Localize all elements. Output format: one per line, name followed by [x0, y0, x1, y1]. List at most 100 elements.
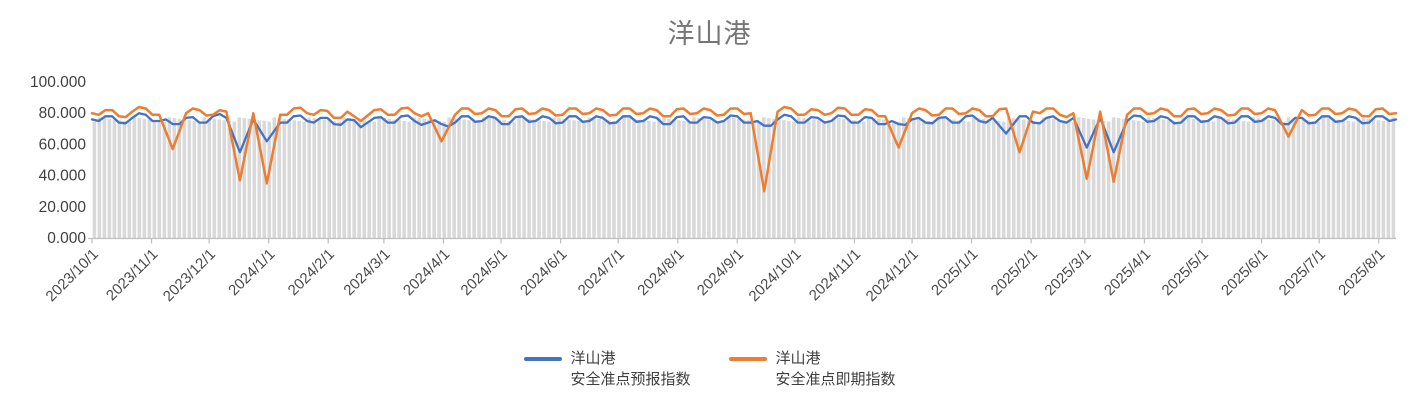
- grid-bar: [941, 118, 946, 238]
- forecast-legend-line1: 洋山港: [570, 350, 616, 367]
- grid-bar: [886, 120, 891, 238]
- grid-bar: [1221, 118, 1226, 238]
- forecast-line-swatch: [523, 357, 562, 361]
- grid-bar: [1346, 120, 1351, 238]
- grid-bar: [1091, 119, 1096, 238]
- grid-bar: [1386, 121, 1391, 238]
- grid-bar: [547, 121, 551, 238]
- grid-bar: [777, 119, 781, 238]
- grid-bar: [1151, 118, 1156, 238]
- grid-bar: [1056, 119, 1061, 238]
- grid-bar: [222, 120, 227, 238]
- grid-bar: [102, 118, 107, 238]
- x-tick-label: 2025/1/1: [928, 246, 981, 299]
- grid-bar: [212, 118, 217, 238]
- grid-bar: [352, 118, 356, 238]
- grid-bar: [577, 120, 581, 238]
- x-tick-label: 2024/11/1: [806, 246, 864, 304]
- grid-bar: [482, 117, 486, 238]
- grid-bar: [1071, 121, 1076, 238]
- grid-bar: [142, 118, 147, 238]
- grid-bar: [497, 119, 501, 238]
- x-tick-label: 2025/6/1: [1218, 246, 1271, 299]
- grid-bar: [976, 118, 981, 238]
- x-tick-label: 2024/10/1: [746, 246, 805, 305]
- grid-bar: [652, 121, 656, 238]
- grid-bar: [322, 119, 327, 238]
- y-tick-label: 80.000: [39, 105, 87, 122]
- grid-bar: [672, 119, 676, 238]
- grid-bar: [447, 117, 451, 238]
- grid-bar: [387, 118, 391, 238]
- grid-bar: [262, 120, 267, 238]
- grid-bar: [1336, 119, 1341, 238]
- grid-bar: [717, 120, 721, 238]
- grid-bar: [712, 120, 716, 238]
- grid-bar: [417, 118, 421, 238]
- grid-bar: [177, 118, 182, 238]
- grid-bar: [647, 120, 651, 238]
- grid-bar: [332, 120, 337, 238]
- grid-bar: [582, 121, 586, 238]
- grid-bar: [742, 119, 746, 238]
- grid-bar: [827, 121, 831, 238]
- legend-item-spot: 洋山港 安全准点即期指数: [728, 348, 896, 390]
- grid-bar: [817, 120, 821, 238]
- grid-bar: [837, 118, 841, 238]
- x-tick-label: 2025/8/1: [1335, 246, 1388, 299]
- legend: 洋山港 安全准点预报指数 洋山港 安全准点即期指数: [523, 348, 896, 390]
- grid-bar: [132, 117, 137, 238]
- y-tick-label: 100.000: [30, 74, 86, 91]
- x-tick-label: 2023/10/1: [43, 246, 102, 305]
- grid-bar: [642, 120, 646, 238]
- grid-bar: [1286, 117, 1291, 238]
- grid-bar: [542, 120, 546, 238]
- grid-bar: [432, 120, 436, 238]
- grid-bar: [502, 120, 506, 238]
- grid-bar: [452, 118, 456, 238]
- grid-bar: [1126, 119, 1131, 238]
- x-tick-label: 2024/7/1: [575, 246, 628, 299]
- grid-bar: [382, 118, 386, 238]
- grid-bar: [1021, 119, 1026, 238]
- grid-bar: [117, 120, 122, 238]
- grid-bar: [1311, 120, 1316, 238]
- grid-bar: [946, 118, 951, 238]
- grid-bar: [931, 121, 936, 238]
- grid-bar: [901, 117, 906, 238]
- grid-bar: [267, 121, 272, 238]
- grid-bar: [227, 120, 232, 238]
- grid-bar: [991, 120, 996, 238]
- grid-bar: [92, 121, 97, 238]
- grid-bar: [462, 119, 466, 238]
- grid-bar: [787, 120, 791, 238]
- grid-bar: [1186, 118, 1191, 238]
- grid-bar: [797, 117, 801, 238]
- y-tick-label: 0.000: [47, 230, 86, 247]
- grid-bar: [637, 119, 641, 238]
- grid-bar: [247, 118, 252, 238]
- x-tick-label: 2024/12/1: [863, 246, 922, 305]
- grid-bar: [167, 117, 172, 238]
- grid-bar: [1016, 118, 1021, 238]
- forecast-legend-line2: 安全准点预报指数: [570, 371, 691, 388]
- grid-bar: [632, 118, 636, 238]
- grid-bar: [802, 118, 806, 238]
- grid-bar: [277, 118, 282, 238]
- grid-bar: [857, 120, 861, 238]
- grid-bar: [1291, 118, 1296, 238]
- grid-bar: [1376, 120, 1381, 238]
- grid-bar: [1296, 118, 1301, 238]
- grid-bar: [107, 118, 112, 238]
- grid-bar: [1231, 119, 1236, 238]
- grid-bar: [822, 120, 826, 238]
- grid-bar: [467, 120, 471, 238]
- grid-bar: [567, 119, 571, 238]
- x-tick-label: 2024/3/1: [340, 246, 393, 299]
- grid-bar: [477, 121, 481, 238]
- grid-bar: [1361, 118, 1366, 238]
- grid-bar: [287, 119, 292, 238]
- grid-bar: [881, 119, 886, 238]
- grid-bar: [1121, 118, 1126, 238]
- grid-bar: [187, 120, 192, 238]
